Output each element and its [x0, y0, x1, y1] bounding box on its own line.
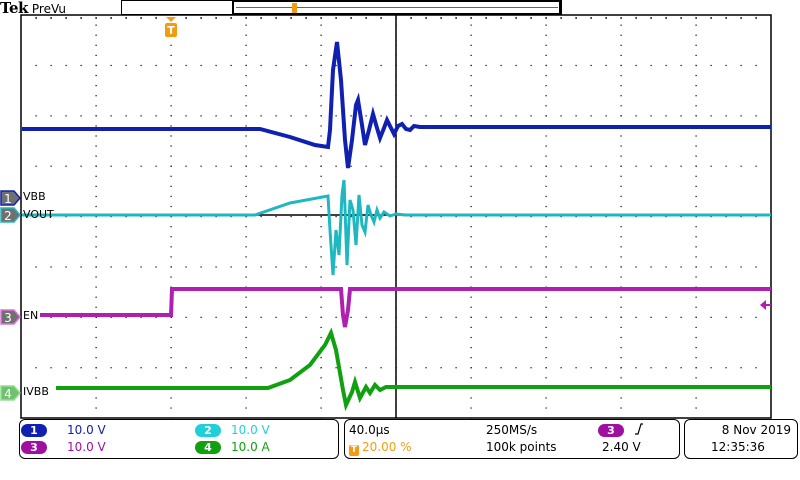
datetime-panel: 8 Nov 2019 12:35:36	[684, 419, 798, 459]
svg-text:2: 2	[4, 209, 12, 223]
record-view-window[interactable]	[232, 0, 562, 15]
record-window-line	[236, 7, 558, 8]
ch4-badge[interactable]: 4	[195, 441, 221, 454]
ch2-badge[interactable]: 2	[195, 424, 221, 437]
timebase-trigger-panel[interactable]: 40.0µs T 20.00 % 250MS/s 100k points 3 2.…	[344, 419, 680, 459]
date: 8 Nov 2019	[721, 423, 791, 437]
trigger-source-badge[interactable]: 3	[598, 424, 624, 437]
trigger-level[interactable]: 2.40 V	[602, 440, 641, 454]
ch2-waveform	[22, 179, 771, 276]
svg-text:4: 4	[4, 387, 12, 401]
ch4-marker-icon[interactable]: 4	[0, 385, 21, 401]
trigger-level-icon[interactable]	[760, 300, 771, 310]
ch3-waveform	[40, 287, 771, 328]
channel-scale-panel[interactable]: 1 10.0 V 3 10.0 V 2 10.0 V 4 10.0 A	[19, 419, 339, 459]
ch1-badge[interactable]: 1	[21, 424, 47, 437]
ch4-scale[interactable]: 10.0 A	[231, 440, 270, 454]
ch1-marker-number: 1	[4, 192, 12, 206]
ch2-label: VOUT	[23, 208, 54, 221]
horizontal-scale[interactable]: 40.0µs	[349, 423, 390, 437]
ch2-marker-icon[interactable]: 2	[0, 207, 21, 223]
waveform-display[interactable]: T 1 2 3 4	[0, 0, 800, 420]
trigger-position[interactable]: T 20.00 %	[349, 440, 412, 456]
brand-header: Tek PreVu	[0, 0, 66, 16]
svg-text:3: 3	[4, 311, 12, 325]
record-trigger-marker-icon	[292, 3, 297, 13]
ch3-label: EN	[23, 309, 39, 322]
sample-rate: 250MS/s	[486, 423, 538, 437]
rising-edge-icon	[634, 422, 644, 439]
svg-text:T: T	[167, 24, 175, 37]
trigger-position-value: 20.00 %	[362, 440, 412, 454]
acquisition-mode: PreVu	[31, 2, 66, 16]
ch1-label: VBB	[23, 190, 46, 203]
ch2-scale[interactable]: 10.0 V	[231, 423, 270, 437]
ch1-waveform	[22, 41, 771, 169]
brand-logo: Tek	[0, 0, 28, 17]
ch3-marker-icon[interactable]: 3	[0, 309, 21, 325]
trigger-t-icon: T	[349, 445, 359, 456]
time: 12:35:36	[711, 440, 765, 454]
record-length[interactable]: 100k points	[486, 440, 557, 454]
ch1-scale[interactable]: 10.0 V	[67, 423, 106, 437]
trigger-position-icon[interactable]: T	[165, 17, 177, 37]
ch1-marker-icon[interactable]: 1	[0, 190, 21, 206]
ch3-badge[interactable]: 3	[21, 441, 47, 454]
ch4-label: IVBB	[23, 385, 49, 398]
ch4-waveform	[56, 327, 771, 412]
ch3-scale[interactable]: 10.0 V	[67, 440, 106, 454]
